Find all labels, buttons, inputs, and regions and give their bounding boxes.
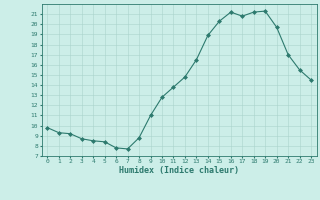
X-axis label: Humidex (Indice chaleur): Humidex (Indice chaleur) [119, 166, 239, 175]
